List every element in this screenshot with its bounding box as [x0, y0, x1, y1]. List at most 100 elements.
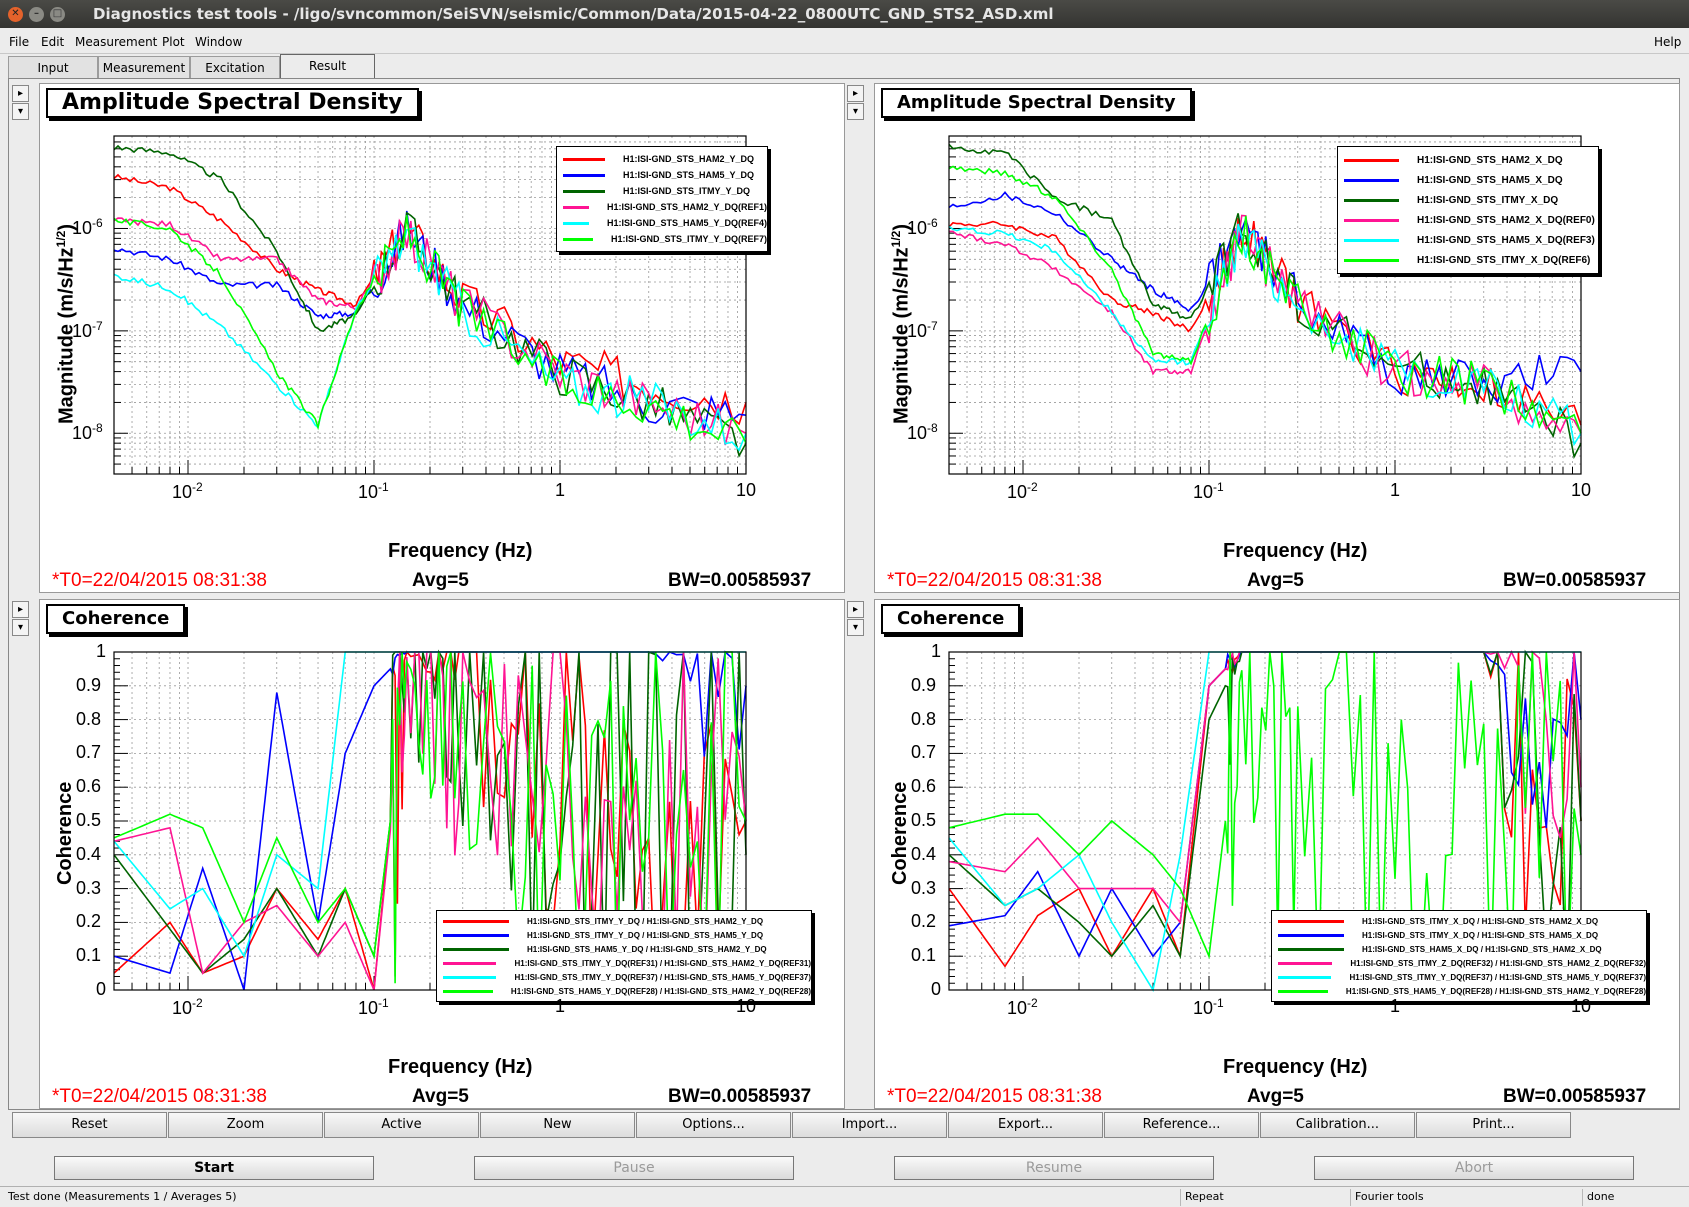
t0-timestamp: *T0=22/04/2015 08:31:38 [887, 1086, 1102, 1107]
tab-result[interactable]: Result [280, 54, 375, 78]
coherence-plot-right[interactable]: Coherence Coherence Frequency (Hz) *T0=2… [874, 599, 1680, 1109]
plot-title: Coherence [46, 604, 186, 634]
series-line-2 [948, 143, 1582, 460]
reference-button[interactable]: Reference... [1104, 1112, 1259, 1138]
tab-measurement[interactable]: Measurement [98, 56, 190, 78]
legend-swatch [443, 933, 509, 937]
close-window-icon[interactable]: ✕ [8, 6, 23, 22]
import-button[interactable]: Import... [792, 1112, 947, 1138]
measurement-controls: Start Pause Resume Abort [0, 1152, 1689, 1186]
avg-count: Avg=5 [1247, 1086, 1304, 1107]
asd-plot-right[interactable]: Amplitude Spectral Density Magnitude (m/… [874, 83, 1680, 593]
y-tick-label: 0.7 [76, 742, 102, 763]
x-axis-label: Frequency (Hz) [388, 540, 533, 562]
coherence-plot-left[interactable]: Coherence Coherence Frequency (Hz) *T0=2… [39, 599, 845, 1109]
menu-measurement[interactable]: Measurement [75, 35, 158, 49]
legend-label: H1:ISI-GND_STS_ITMY_Z_DQ(REF32) / H1:ISI… [1350, 958, 1646, 968]
x-axis-label: Frequency (Hz) [1223, 1056, 1368, 1078]
legend-label: H1:ISI-GND_STS_ITMY_Y_DQ(REF37) / H1:ISI… [1349, 972, 1646, 982]
start-button[interactable]: Start [54, 1156, 374, 1180]
x-tick-label: 10 [1571, 480, 1592, 500]
legend-label: H1:ISI-GND_STS_ITMY_Y_DQ / H1:ISI-GND_ST… [527, 916, 764, 926]
print-button[interactable]: Print... [1416, 1112, 1571, 1138]
legend-entry: H1:ISI-GND_STS_ITMY_X_DQ / H1:ISI-GND_ST… [1272, 928, 1646, 942]
tab-input[interactable]: Input [8, 56, 98, 78]
menu-bar: File Edit Measurement Plot Window Help [0, 28, 1689, 54]
y-tick-label: 10-8 [907, 421, 938, 444]
active-button[interactable]: Active [324, 1112, 479, 1138]
legend-label: H1:ISI-GND_STS_ITMY_Y_DQ(REF37) / H1:ISI… [514, 972, 811, 982]
asd-plot-left[interactable]: Amplitude Spectral Density Magnitude (m/… [39, 83, 845, 593]
menu-edit[interactable]: Edit [41, 35, 65, 49]
pane-options-icon[interactable]: ▾ [12, 103, 29, 120]
legend-entry: H1:ISI-GND_STS_HAM2_Y_DQ [557, 151, 767, 167]
calibration-button[interactable]: Calibration... [1260, 1112, 1415, 1138]
pane-options-icon[interactable]: ▾ [847, 619, 864, 636]
pane-options-icon[interactable]: ▾ [12, 619, 29, 636]
legend-label: H1:ISI-GND_STS_HAM5_Y_DQ(REF4) [606, 218, 767, 228]
legend-swatch [443, 961, 497, 965]
resume-button[interactable]: Resume [894, 1156, 1214, 1180]
legend-entry: H1:ISI-GND_STS_ITMY_Z_DQ(REF32) / H1:ISI… [1272, 956, 1646, 970]
x-tick-label: 10 [736, 480, 757, 500]
plot-legend: H1:ISI-GND_STS_HAM2_X_DQ H1:ISI-GND_STS_H… [1337, 146, 1599, 274]
x-tick-label: 10-2 [1007, 480, 1038, 502]
abort-button[interactable]: Abort [1314, 1156, 1634, 1180]
title-bar: ✕ – □ Diagnostics test tools - /ligo/svn… [0, 0, 1689, 28]
plot-toolbar: Reset Zoom Active New Options... Import.… [8, 1112, 1680, 1140]
legend-label: H1:ISI-GND_STS_ITMY_Y_DQ(REF7) [610, 234, 767, 244]
coh-right-svg [948, 649, 1582, 993]
legend-swatch [563, 157, 605, 161]
options-button[interactable]: Options... [636, 1112, 791, 1138]
window-title: Diagnostics test tools - /ligo/svncommon… [93, 5, 1054, 23]
y-tick-label: 0.6 [911, 776, 937, 797]
legend-label: H1:ISI-GND_STS_ITMY_X_DQ(REF6) [1417, 254, 1591, 266]
plot-title: Coherence [881, 604, 1021, 634]
y-tick-label: 10-7 [907, 318, 938, 341]
y-tick-label: 0.9 [76, 674, 102, 695]
pane-expand-icon[interactable]: ▸ [12, 85, 29, 102]
legend-swatch [1278, 961, 1333, 965]
y-tick-label: 0.8 [911, 708, 937, 729]
maximize-window-icon[interactable]: □ [50, 6, 65, 22]
pause-button[interactable]: Pause [474, 1156, 794, 1180]
menu-file[interactable]: File [9, 35, 30, 49]
series-line-5 [948, 651, 1582, 993]
pane-control-asd-right: ▸ ▾ [847, 85, 864, 145]
y-tick-label: 1 [96, 641, 107, 661]
y-tick-label: 0.5 [76, 810, 102, 830]
legend-label: H1:ISI-GND_STS_ITMY_X_DQ [1417, 194, 1559, 206]
reset-button[interactable]: Reset [12, 1112, 167, 1138]
y-tick-label: 0.6 [76, 776, 102, 797]
legend-swatch [1344, 178, 1399, 182]
x-tick-label: 1 [555, 996, 566, 1016]
legend-label: H1:ISI-GND_STS_HAM5_X_DQ [1417, 174, 1563, 186]
legend-entry: H1:ISI-GND_STS_HAM5_Y_DQ [557, 167, 767, 183]
legend-entry: H1:ISI-GND_STS_HAM5_X_DQ / H1:ISI-GND_ST… [1272, 942, 1646, 956]
menu-window[interactable]: Window [195, 35, 243, 49]
tab-excitation[interactable]: Excitation [190, 56, 280, 78]
legend-entry: H1:ISI-GND_STS_HAM2_Y_DQ(REF1) [557, 199, 767, 215]
minimize-window-icon[interactable]: – [29, 6, 44, 22]
y-tick-label: 10-7 [72, 318, 103, 341]
legend-swatch [563, 237, 593, 241]
pane-options-icon[interactable]: ▾ [847, 103, 864, 120]
pane-expand-icon[interactable]: ▸ [847, 85, 864, 102]
legend-swatch [443, 975, 497, 979]
export-button[interactable]: Export... [948, 1112, 1103, 1138]
series-line-5 [113, 651, 747, 991]
legend-swatch [1344, 218, 1399, 222]
new-button[interactable]: New [480, 1112, 635, 1138]
y-tick-label: 0.5 [911, 810, 937, 830]
x-tick-label: 10-1 [358, 480, 389, 502]
zoom-button[interactable]: Zoom [168, 1112, 323, 1138]
x-tick-label: 10 [736, 996, 757, 1016]
y-tick-label: 1 [931, 641, 942, 661]
legend-label: H1:ISI-GND_STS_HAM5_Y_DQ(REF28) / H1:ISI… [1345, 986, 1646, 996]
plot-title: Amplitude Spectral Density [46, 88, 419, 118]
y-tick-label: 10-6 [72, 216, 103, 239]
menu-plot[interactable]: Plot [162, 35, 185, 49]
pane-expand-icon[interactable]: ▸ [12, 601, 29, 618]
pane-expand-icon[interactable]: ▸ [847, 601, 864, 618]
menu-help[interactable]: Help [1654, 35, 1682, 49]
